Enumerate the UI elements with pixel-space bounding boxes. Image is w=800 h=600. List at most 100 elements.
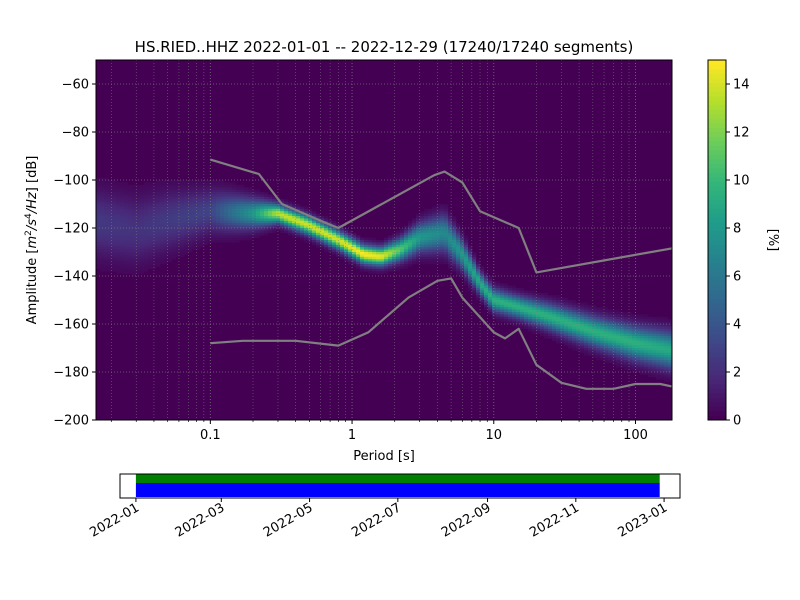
heatmap-cell — [316, 240, 321, 243]
heatmap-cell — [428, 230, 433, 234]
heatmap-cell — [416, 228, 421, 231]
heatmap-cell — [532, 297, 537, 301]
heatmap-cell — [616, 348, 621, 351]
heatmap-cell — [148, 189, 153, 193]
heatmap-cell — [148, 196, 153, 200]
heatmap-cell — [444, 216, 449, 219]
heatmap-cell — [160, 216, 165, 219]
heatmap-cell — [464, 247, 469, 250]
heatmap-cell — [172, 208, 177, 212]
heatmap-cell — [200, 218, 205, 222]
heatmap-cell — [664, 328, 669, 332]
heatmap-cell — [228, 220, 233, 224]
heatmap-cell — [100, 201, 105, 205]
heatmap-cell — [124, 199, 129, 202]
heatmap-cell — [168, 256, 173, 260]
heatmap-cell — [504, 302, 509, 306]
heatmap-cell — [100, 228, 105, 231]
heatmap-cell — [624, 331, 629, 334]
heatmap-cell — [156, 225, 161, 229]
heatmap-cell — [172, 244, 177, 248]
heatmap-cell — [180, 244, 185, 248]
heatmap-cell — [436, 232, 441, 236]
heatmap-cell — [96, 225, 101, 229]
heatmap-cell — [368, 266, 373, 270]
heatmap-cell — [140, 204, 145, 207]
heatmap-cell — [252, 199, 257, 202]
heatmap-cell — [120, 189, 125, 193]
colorbar-segment — [708, 177, 726, 182]
heatmap-cell — [224, 184, 229, 188]
heatmap-cell — [104, 252, 109, 255]
heatmap-cell — [504, 307, 509, 310]
heatmap-cell — [616, 340, 621, 344]
heatmap-cell — [612, 333, 617, 337]
heatmap-cell — [140, 216, 145, 219]
heatmap-cell — [120, 208, 125, 212]
heatmap-cell — [224, 223, 229, 226]
heatmap-cell — [604, 350, 609, 354]
heatmap-cell — [408, 220, 413, 224]
heatmap-cell — [220, 206, 225, 210]
heatmap-cell — [344, 254, 349, 258]
heatmap-cell — [584, 321, 589, 325]
colorbar-segment — [708, 114, 726, 119]
heatmap-cell — [280, 230, 285, 234]
heatmap-cell — [232, 235, 237, 238]
heatmap-cell — [120, 232, 125, 236]
heatmap-cell — [292, 220, 297, 224]
heatmap-cell — [592, 304, 597, 308]
heatmap-cell — [296, 211, 301, 214]
heatmap-cell — [104, 254, 109, 258]
heatmap-cell — [628, 367, 633, 370]
heatmap-cell — [128, 184, 133, 188]
heatmap-cell — [612, 362, 617, 366]
heatmap-cell — [168, 240, 173, 243]
heatmap-cell — [316, 213, 321, 217]
heatmap-cell — [456, 268, 461, 272]
heatmap-cell — [664, 357, 669, 361]
heatmap-cell — [520, 321, 525, 325]
heatmap-cell — [624, 336, 629, 339]
heatmap-cell — [388, 254, 393, 258]
heatmap-cell — [212, 204, 217, 207]
heatmap-cell — [636, 328, 641, 332]
heatmap-cell — [668, 319, 673, 322]
heatmap-cell — [504, 321, 509, 325]
heatmap-cell — [448, 261, 453, 265]
heatmap-cell — [368, 254, 373, 258]
heatmap-cell — [196, 208, 201, 212]
heatmap-cell — [480, 280, 485, 284]
heatmap-cell — [248, 225, 253, 229]
heatmap-cell — [584, 336, 589, 339]
heatmap-cell — [580, 326, 585, 330]
heatmap-cell — [172, 247, 177, 250]
heatmap-cell — [496, 292, 501, 296]
heatmap-cell — [220, 187, 225, 190]
heatmap-cell — [400, 230, 405, 234]
heatmap-cell — [280, 220, 285, 224]
heatmap-cell — [100, 194, 105, 198]
heatmap-cell — [164, 259, 169, 262]
heatmap-cell — [420, 237, 425, 241]
heatmap-cell — [620, 360, 625, 363]
heatmap-cell — [112, 180, 117, 183]
heatmap-cell — [384, 247, 389, 250]
heatmap-cell — [144, 247, 149, 250]
heatmap-cell — [228, 196, 233, 200]
heatmap-cell — [96, 240, 101, 243]
heatmap-cell — [176, 216, 181, 219]
heatmap-cell — [624, 326, 629, 330]
heatmap-cell — [152, 247, 157, 250]
heatmap-cell — [568, 338, 573, 342]
colorbar-segment — [708, 82, 726, 88]
heatmap-cell — [220, 211, 225, 214]
heatmap-cell — [236, 208, 241, 212]
heatmap-cell — [108, 194, 113, 198]
heatmap-cell — [184, 199, 189, 202]
heatmap-cell — [656, 350, 661, 354]
heatmap-cell — [528, 307, 533, 310]
heatmap-cell — [136, 228, 141, 231]
heatmap-cell — [172, 206, 177, 210]
heatmap-cell — [424, 254, 429, 258]
